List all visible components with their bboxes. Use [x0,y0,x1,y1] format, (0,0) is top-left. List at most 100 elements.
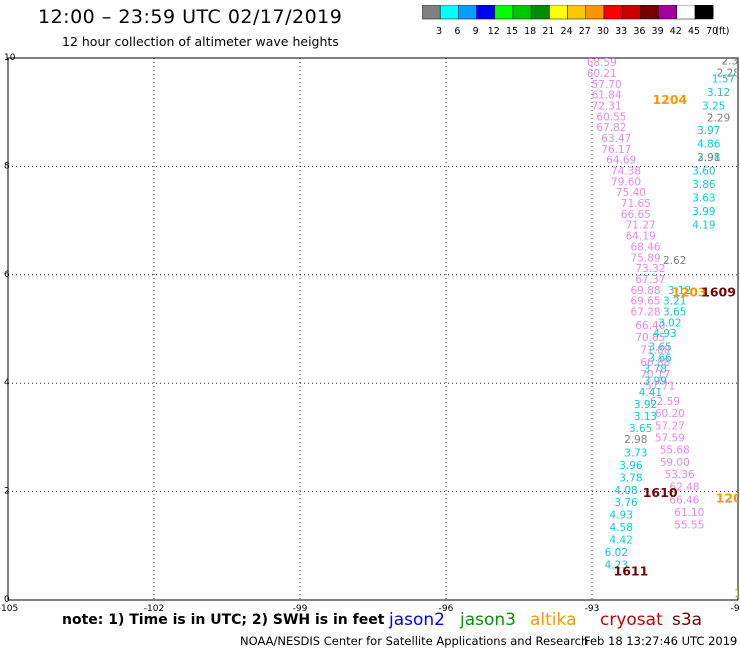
data-point-label: 3.78 [644,363,667,375]
data-point-label: 57.27 [655,420,685,432]
data-point-label: 59.00 [660,457,690,469]
y-tick-label: 6 [4,270,10,280]
legend-cryosat: cryosat [600,610,663,630]
credit-line: NOAA/NESDIS Center for Satellite Applica… [240,634,589,648]
colorbar-tick-label: 27 [579,26,591,37]
data-point-label: 55.55 [674,519,704,531]
data-point-label: 3.86 [692,179,716,191]
colorbar-unit: (ft) [715,26,729,37]
y-tick-label: 2 [4,487,10,497]
colorbar-tick-label: 70 [706,26,718,37]
data-point-label: 68.46 [631,241,661,253]
colorbar-tick-label: 42 [670,26,682,37]
data-point-label: 62.48 [669,482,699,494]
x-tick-label: -96 [439,604,454,614]
y-tick-label: 4 [4,378,10,388]
y-tick-label: 0 [4,595,10,605]
data-point-label: 70.85 [635,332,665,344]
data-labels-group: 68.5960.2157.7061.8472.3160.5567.8263.47… [587,22,740,600]
data-point-label: 76.17 [601,144,631,156]
data-point-label: 67.82 [596,122,626,134]
colorbar-tick-label: 3 [436,26,442,37]
data-point-label: 66.65 [621,209,651,221]
x-tick-label: -102 [144,604,164,614]
colorbar-tick-label: 18 [524,26,536,37]
data-point-label: 60.21 [587,68,617,80]
data-point-label: 3.92 [634,399,657,411]
data-point-label: 1202 [716,490,740,505]
data-point-label: 70.17 [640,369,670,381]
x-tick-label: -90 [731,604,740,614]
data-point-label: 2.39 [721,56,740,68]
data-point-label: 1.57 [712,73,735,85]
data-point-label: 2.98 [624,434,647,446]
legend-jason2: jason2 [389,610,445,630]
data-point-label: 71.27 [626,220,656,232]
chart-title: 12:00 – 23:59 UTC 02/17/2019 [38,6,343,28]
data-point-label: 3.02 [658,317,681,329]
data-point-label: 3.12 [668,285,691,297]
data-point-label: 73.32 [635,263,665,275]
data-point-label: 2.91 [697,152,720,164]
x-tick-label: -105 [0,604,18,614]
data-point-label: 72.31 [592,100,622,112]
legend-s3a: s3a [672,610,703,630]
data-point-label: 4.93 [610,510,633,522]
data-point-label: 62.59 [650,396,680,408]
data-point-label: 12 [734,585,740,600]
data-point-label: 3.12 [707,87,730,99]
data-point-label: 3.76 [614,497,638,509]
data-point-label: 3.60 [692,166,715,178]
x-tick-label: -99 [293,604,308,614]
data-point-label: 63.47 [601,133,631,145]
data-point-label: 1204 [652,92,687,107]
data-point-label: 79.60 [611,176,641,188]
data-point-label: 53.36 [665,469,695,481]
colorbar-tick-label: 6 [454,26,460,37]
data-point-label: 69.65 [631,296,661,308]
colorbar-tick-label: 45 [688,26,700,37]
data-point-label: 3.21 [663,296,686,308]
chart-subtitle: 12 hour collection of altimeter wave hei… [62,34,339,49]
colorbar-tick-label: 33 [615,26,627,37]
data-point-label: 57.71 [645,381,675,393]
data-point-label: 3.25 [702,100,725,112]
data-point-label: 3.06 [721,22,740,34]
data-point-label: 4.93 [653,328,676,340]
data-point-label: 1610 [643,485,678,500]
data-point-label: 3.97 [697,125,720,137]
data-point-label: 75.40 [616,187,646,199]
data-point-label: 55.68 [660,445,690,457]
colorbar-legend: 3 6 9 12 15 18 21 24 27 30 33 36 39 42 45 70(ft) [422,5,730,37]
plot-border [7,57,739,601]
data-point-label: 66.40 [635,320,665,332]
data-point-label: 1611 [614,564,649,579]
colorbar-tick-label: 21 [542,26,554,37]
data-point-label: 3.66 [648,353,672,365]
x-tick-label: -93 [585,604,600,614]
colorbar-tick-label: 39 [652,26,664,37]
data-point-label: 3.96 [619,460,643,472]
legend-jason3: jason3 [460,610,516,630]
data-point-label: 1609 [701,284,736,299]
data-point-label: 74.38 [611,166,641,178]
data-point-label: 66.46 [669,495,699,507]
data-point-label: 4.42 [610,535,633,547]
y-tick-label: 10 [4,53,16,63]
data-point-label: 75.89 [631,252,661,264]
data-point-label: 4.19 [692,220,715,232]
data-point-label: 64.19 [626,231,656,243]
data-point-label: 61.10 [674,507,704,519]
data-point-label: 3.99 [644,375,667,387]
data-point-label: 6.02 [605,547,628,559]
data-point-label: 67.28 [631,306,661,318]
data-point-label: 2.87 [726,44,740,56]
data-point-label: 68.59 [587,57,617,69]
data-point-label: 69.88 [631,285,661,297]
data-point-label: 3.78 [619,472,642,484]
colorbar-tick-label: 36 [633,26,645,37]
data-point-label: 1203 [672,284,707,299]
data-point-label: 3.98 [697,152,720,164]
colorbar-swatch [694,5,714,20]
